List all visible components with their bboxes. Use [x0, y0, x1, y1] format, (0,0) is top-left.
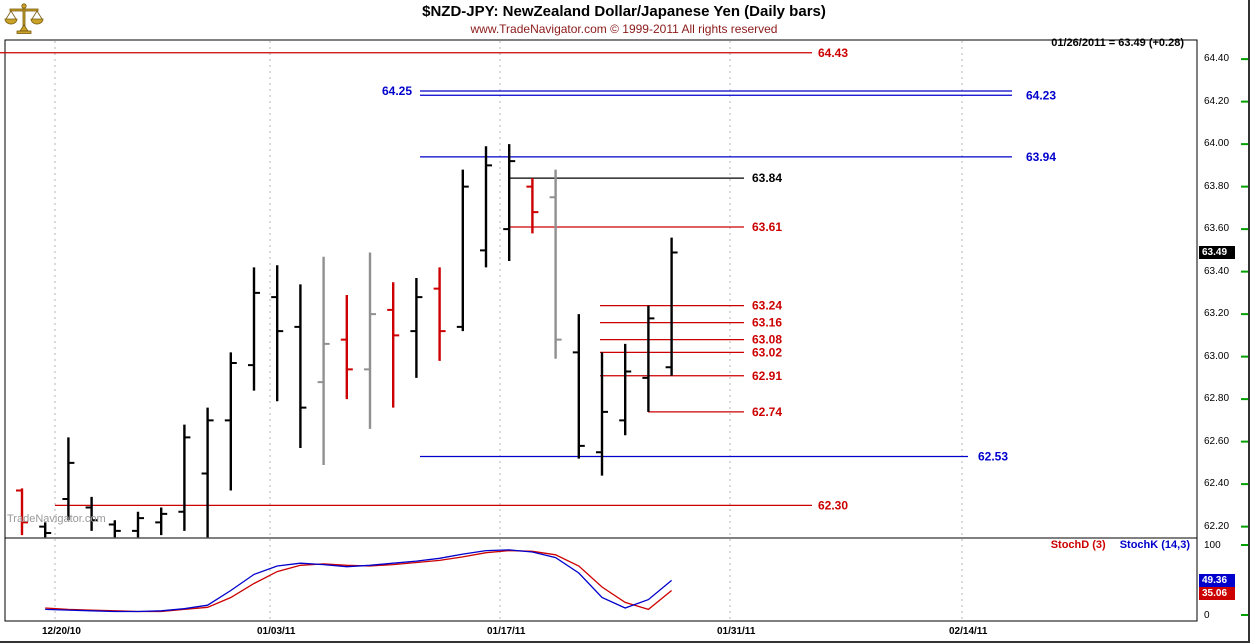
price-level-label: 62.53 — [978, 450, 1008, 464]
price-level-label: 64.23 — [1026, 88, 1056, 102]
stoch-scale-100: 100 — [1204, 540, 1221, 551]
stochd-line — [45, 549, 673, 613]
price-level-label: 62.91 — [752, 369, 782, 383]
chart-frame-border — [4, 39, 1198, 622]
price-level-label: 62.74 — [752, 405, 782, 419]
stochk-legend-label: StochK (14,3) — [1119, 539, 1190, 551]
stochd-legend-label: StochD (3) — [1050, 539, 1106, 551]
price-level-label: 63.84 — [752, 171, 782, 185]
price-level-label: 63.16 — [752, 316, 782, 330]
price-level-label: 64.43 — [818, 46, 848, 60]
price-level-label: 63.94 — [1026, 150, 1056, 164]
price-level-label: 64.25 — [382, 84, 412, 98]
price-level-label: 63.08 — [752, 333, 782, 347]
price-level-label: 63.24 — [752, 299, 782, 313]
stochk-value-badge: 49.36 — [1199, 574, 1235, 588]
stochk-line — [45, 549, 673, 613]
price-level-label: 62.30 — [818, 498, 848, 512]
last-price-badge: 63.49 — [1199, 245, 1235, 259]
price-level-label: 63.61 — [752, 220, 782, 234]
watermark-text: TradeNavigator.com — [7, 513, 106, 525]
chart-title: $NZD-JPY: NewZealand Dollar/Japanese Yen… — [422, 3, 826, 20]
stoch-legend: StochD (3) StochK (14,3) — [1051, 539, 1190, 551]
stochd-value-badge: 35.06 — [1199, 587, 1235, 601]
price-level-label: 63.02 — [752, 345, 782, 359]
stoch-scale-0: 0 — [1204, 610, 1210, 621]
trade-navigator-logo-icon — [4, 2, 44, 36]
copyright-subtitle: www.TradeNavigator.com © 1999-2011 All r… — [470, 22, 778, 36]
